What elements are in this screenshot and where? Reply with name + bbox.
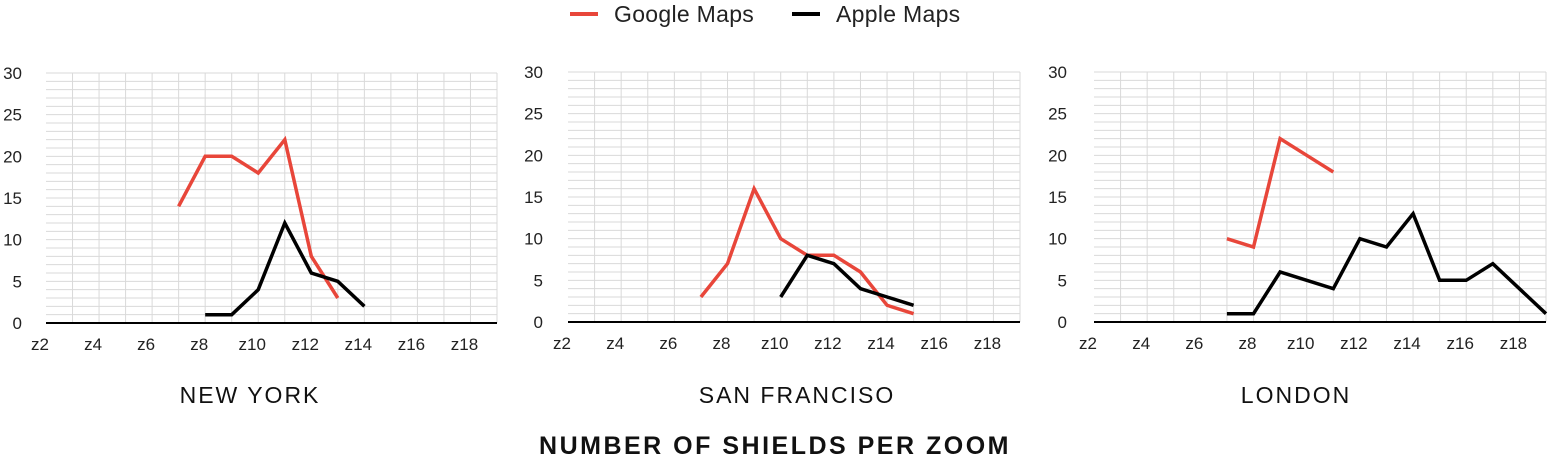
x-tick-label: z10 [1287,334,1314,353]
y-tick-label: 30 [1048,63,1067,82]
legend-item-apple: Apple Maps [792,0,960,28]
series-line-apple [779,253,915,307]
legend-item-google: Google Maps [570,0,754,28]
x-tick-label: z14 [867,334,894,353]
main-title: NUMBER OF SHIELDS PER ZOOM [539,432,1011,460]
y-tick-label: 15 [1048,188,1067,207]
chart-title-london: LONDON [1241,382,1351,408]
y-tick-label: 5 [13,272,22,291]
chart-london: 0 5 10 15 20 25 30 z2 z4 z6 z8 z10 z12 z14 z16 z18 LONDO… [1048,63,1548,408]
y-tick-label: 25 [524,105,543,124]
y-tick-label: 0 [1058,313,1067,332]
x-tick-label: z4 [606,334,624,353]
legend: Google Maps Apple Maps [0,0,1550,30]
legend-swatch-apple [792,12,820,16]
x-tick-label: z18 [1500,334,1527,353]
y-tick-label: 25 [1048,105,1067,124]
x-tick-label: z12 [814,334,841,353]
legend-label-apple: Apple Maps [836,0,961,27]
x-tick-label: z6 [659,334,677,353]
x-tick-label: z10 [239,335,266,354]
y-tick-label: 20 [524,146,543,165]
x-tick-label: z4 [84,335,102,354]
x-tick-label: z2 [553,334,571,353]
x-tick-label: z8 [1239,334,1257,353]
x-tick-label: z12 [292,335,319,354]
x-tick-label: z8 [713,334,731,353]
x-tick-label: z18 [451,335,478,354]
y-tick-label: 5 [1058,271,1067,290]
y-tick-label: 10 [3,231,22,250]
y-tick-label: 0 [534,313,543,332]
chart-san-francisco: 0 5 10 15 20 25 30 z2 z4 z6 z10 z12 z14 z16 z18 z8 SAN F… [524,63,1021,408]
series-line-apple [205,218,366,317]
x-tick-label: z4 [1132,334,1150,353]
x-tick-label: z8 [190,335,208,354]
x-tick-label: z12 [1340,334,1367,353]
x-tick-label: z2 [31,335,49,354]
x-tick-label: z16 [921,334,948,353]
y-tick-label: 10 [524,230,543,249]
x-tick-label: z14 [345,335,372,354]
legend-label-google: Google Maps [614,0,755,27]
y-tick-label: 15 [3,189,22,208]
y-tick-label: 15 [524,188,543,207]
y-tick-label: 30 [524,63,543,82]
chart-title-san-francisco: SAN FRANCISO [699,382,896,408]
x-tick-label: z6 [137,335,155,354]
legend-swatch-google [570,12,598,16]
x-tick-label: z18 [974,334,1001,353]
series-line-google [1226,135,1335,250]
x-tick-label: z16 [398,335,425,354]
y-tick-label: 10 [1048,230,1067,249]
series-line-google [177,135,340,299]
x-tick-label: z16 [1447,334,1474,353]
y-tick-label: 5 [534,271,543,290]
y-tick-label: 25 [3,106,22,125]
y-tick-label: 0 [13,314,22,333]
series-line-apple [1226,210,1548,316]
x-tick-label: z6 [1185,334,1203,353]
y-tick-label: 20 [3,147,22,166]
x-tick-label: z14 [1393,334,1420,353]
chart-title-new-york: NEW YORK [180,382,321,408]
chart-new-york: 0 5 10 15 20 25 30 z2 z4 z6 z8 z10 z12 z14 z16 z18 NEW Y… [3,64,498,408]
y-tick-label: 20 [1048,146,1067,165]
x-tick-label: z10 [761,334,788,353]
x-tick-label: z2 [1079,334,1097,353]
y-tick-label: 30 [3,64,22,83]
